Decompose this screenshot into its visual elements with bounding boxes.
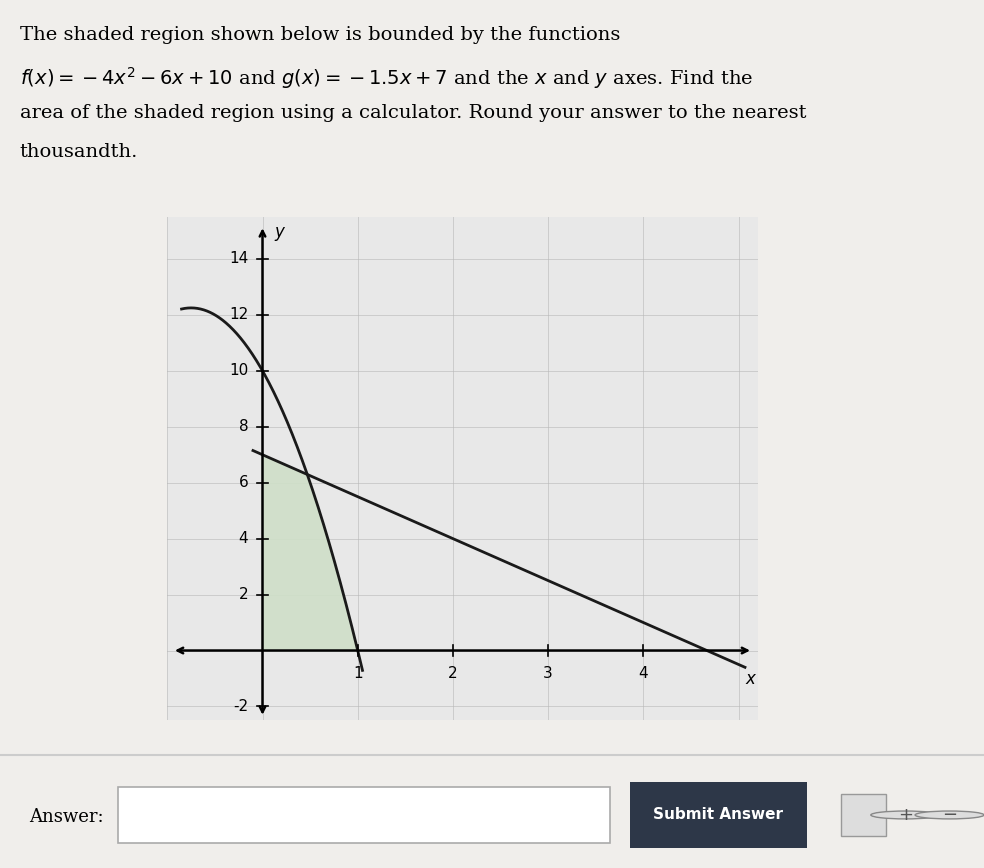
Circle shape	[915, 811, 984, 819]
Text: 6: 6	[238, 475, 248, 490]
Text: -2: -2	[233, 699, 248, 714]
Text: $f(x) = -4x^2 - 6x + 10$ and $g(x) = -1.5x + 7$ and the $x$ and $y$ axes. Find t: $f(x) = -4x^2 - 6x + 10$ and $g(x) = -1.…	[20, 65, 753, 91]
Text: 10: 10	[229, 364, 248, 378]
Text: 1: 1	[353, 666, 362, 681]
FancyBboxPatch shape	[841, 793, 886, 837]
Text: +: +	[897, 806, 913, 824]
Text: 2: 2	[238, 587, 248, 602]
Text: y: y	[274, 222, 283, 240]
Text: area of the shaded region using a calculator. Round your answer to the nearest: area of the shaded region using a calcul…	[20, 104, 806, 122]
Text: 8: 8	[238, 419, 248, 434]
Polygon shape	[263, 455, 358, 650]
Text: Answer:: Answer:	[30, 808, 104, 826]
Text: 3: 3	[543, 666, 553, 681]
FancyBboxPatch shape	[630, 782, 807, 848]
Text: The shaded region shown below is bounded by the functions: The shaded region shown below is bounded…	[20, 26, 620, 44]
Text: 4: 4	[238, 531, 248, 546]
Text: 2: 2	[448, 666, 458, 681]
Text: thousandth.: thousandth.	[20, 143, 138, 161]
FancyBboxPatch shape	[118, 786, 610, 843]
Text: −: −	[942, 806, 957, 824]
Text: 4: 4	[639, 666, 648, 681]
Text: Submit Answer: Submit Answer	[653, 807, 783, 823]
Circle shape	[871, 811, 940, 819]
Text: 12: 12	[229, 307, 248, 322]
Text: x: x	[745, 670, 755, 688]
Text: 14: 14	[229, 252, 248, 266]
